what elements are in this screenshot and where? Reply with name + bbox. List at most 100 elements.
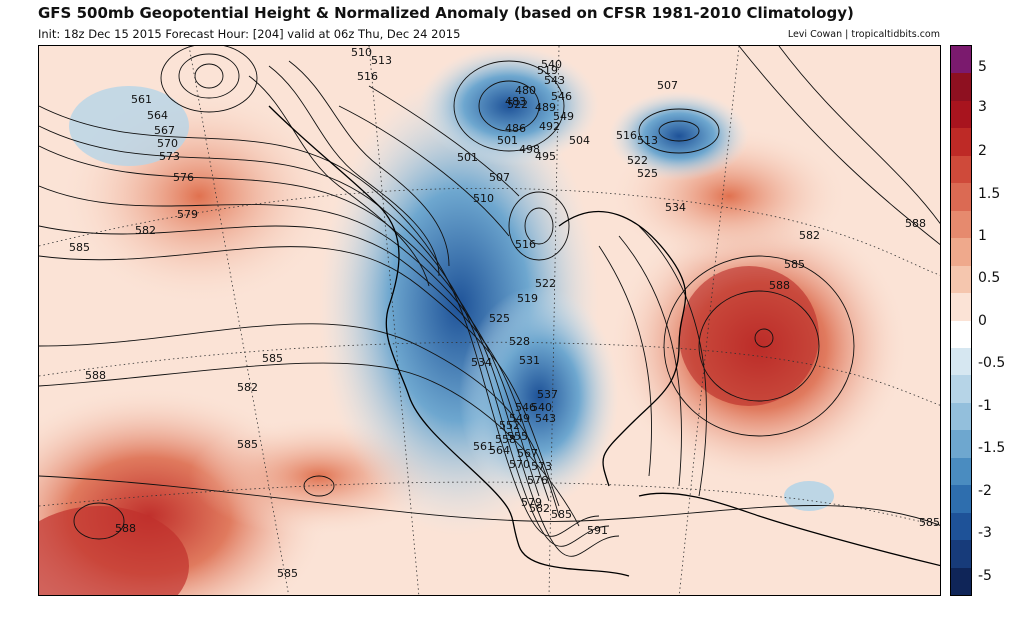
contour-label: 546 <box>515 401 536 414</box>
contour-label: 585 <box>784 258 805 271</box>
contour-label: 576 <box>527 474 548 487</box>
colorbar-tick-label: -1 <box>978 398 992 414</box>
colorbar-swatch <box>951 402 971 431</box>
contour-label: 510 <box>351 46 372 59</box>
contour-label: 558 <box>495 433 516 446</box>
colorbar-swatch <box>951 512 971 541</box>
contour-label: 564 <box>489 444 510 457</box>
contour-label: 561 <box>131 93 152 106</box>
contour-label: 534 <box>665 201 686 214</box>
contour-label: 582 <box>237 381 258 394</box>
contour-label: 522 <box>535 277 556 290</box>
contour-label: 489 <box>535 101 556 114</box>
colorbar-swatch <box>951 100 971 129</box>
contour-label: 540 <box>531 401 552 414</box>
contour-label: 567 <box>517 447 538 460</box>
contour-label: 507 <box>489 171 510 184</box>
contour-label: 582 <box>799 229 820 242</box>
colorbar-swatch <box>951 457 971 486</box>
chart-subtitle: Init: 18z Dec 15 2015 Forecast Hour: [20… <box>38 27 461 41</box>
contour-label: 504 <box>569 134 590 147</box>
colorbar-tick-label: -2 <box>978 483 992 499</box>
contour-label: 588 <box>905 217 926 230</box>
contour-label: 546 <box>551 90 572 103</box>
contour-label: 585 <box>237 438 258 451</box>
contour-label: 498 <box>519 143 540 156</box>
colorbar-swatch <box>951 430 971 458</box>
contour-label: 570 <box>157 137 178 150</box>
height-contours <box>39 46 940 557</box>
contour-label: 507 <box>657 79 678 92</box>
contour-label: 570 <box>509 458 530 471</box>
contour-label: 573 <box>159 150 180 163</box>
colorbar-swatch <box>951 265 971 294</box>
contour-label: 585 <box>551 508 572 521</box>
contour-label: 588 <box>769 279 790 292</box>
colorbar-swatch <box>951 347 971 376</box>
colorbar-tick-label: 0 <box>978 313 987 329</box>
colorbar-swatch <box>951 567 971 596</box>
colorbar-tick-label: 1 <box>978 228 987 244</box>
contour-label: 525 <box>489 312 510 325</box>
contour-label: 588 <box>115 522 136 535</box>
contour-label: 492 <box>539 120 560 133</box>
contour-label: 549 <box>553 110 574 123</box>
contour-label: 564 <box>147 109 168 122</box>
colorbar-tick-label: 3 <box>978 99 987 115</box>
contour-label: 522 <box>507 98 528 111</box>
colorbar-swatch <box>951 128 971 156</box>
colorbar-tick-label: 2 <box>978 143 987 159</box>
colorbar-tick-label: 5 <box>978 59 987 75</box>
contour-label: 531 <box>519 354 540 367</box>
contour-label: 582 <box>529 502 550 515</box>
contour-label: 591 <box>587 524 608 537</box>
colorbar-swatch <box>951 183 971 211</box>
contour-label: 522 <box>627 154 648 167</box>
contour-label: 495 <box>535 150 556 163</box>
contour-label: 486 <box>505 122 526 135</box>
contour-label: 501 <box>497 134 518 147</box>
contour-label: 513 <box>637 134 658 147</box>
colorbar-swatch <box>951 375 971 403</box>
map-canvas: 5405435465495615645675705735765795855825… <box>39 46 940 595</box>
colorbar-swatch <box>951 210 971 239</box>
colorbar-tick-label: -0.5 <box>978 355 1006 371</box>
contour-label: 582 <box>135 224 156 237</box>
colorbar-swatch <box>951 155 971 184</box>
contour-label: 534 <box>471 356 492 369</box>
colorbar-tick-label: -5 <box>978 568 992 584</box>
colorbar-swatch <box>951 73 971 101</box>
contour-label: 540 <box>541 58 562 71</box>
contour-label: 516 <box>357 70 378 83</box>
contour-label: 573 <box>531 460 552 473</box>
contour-label: 528 <box>509 335 530 348</box>
colorbar-swatch <box>951 485 971 513</box>
contour-label: 543 <box>535 412 556 425</box>
contour-labels: 5405435465495615645675705735765795855825… <box>69 46 940 580</box>
coastlines <box>268 105 940 577</box>
lat-lon-grid <box>39 46 940 595</box>
contour-label: 579 <box>177 208 198 221</box>
colorbar-tick-label: 1.5 <box>978 186 1001 202</box>
contour-label: 576 <box>173 171 194 184</box>
contour-label: 567 <box>154 124 175 137</box>
colorbar-swatch <box>951 540 971 568</box>
colorbar-tick-label: 0.5 <box>978 270 1001 286</box>
credit-text: Levi Cowan | tropicaltidbits.com <box>787 29 940 40</box>
contour-label: 516 <box>515 238 536 251</box>
contour-label: 579 <box>521 496 542 509</box>
colorbar-tick-label: -1.5 <box>978 440 1006 456</box>
contour-label: 510 <box>473 192 494 205</box>
colorbar-tick-label: -3 <box>978 525 992 541</box>
contour-label: 543 <box>544 74 565 87</box>
contour-label: 552 <box>499 419 520 432</box>
contour-label: 480 <box>515 84 536 97</box>
contour-label: 501 <box>457 151 478 164</box>
colorbar-swatch <box>951 46 971 74</box>
contour-label: 519 <box>537 64 558 77</box>
colorbar-swatch <box>951 293 971 321</box>
colorbar-swatch <box>951 320 971 348</box>
chart-title: GFS 500mb Geopotential Height & Normaliz… <box>38 4 854 22</box>
contour-label: 585 <box>919 516 940 529</box>
contour-label: 588 <box>85 369 106 382</box>
